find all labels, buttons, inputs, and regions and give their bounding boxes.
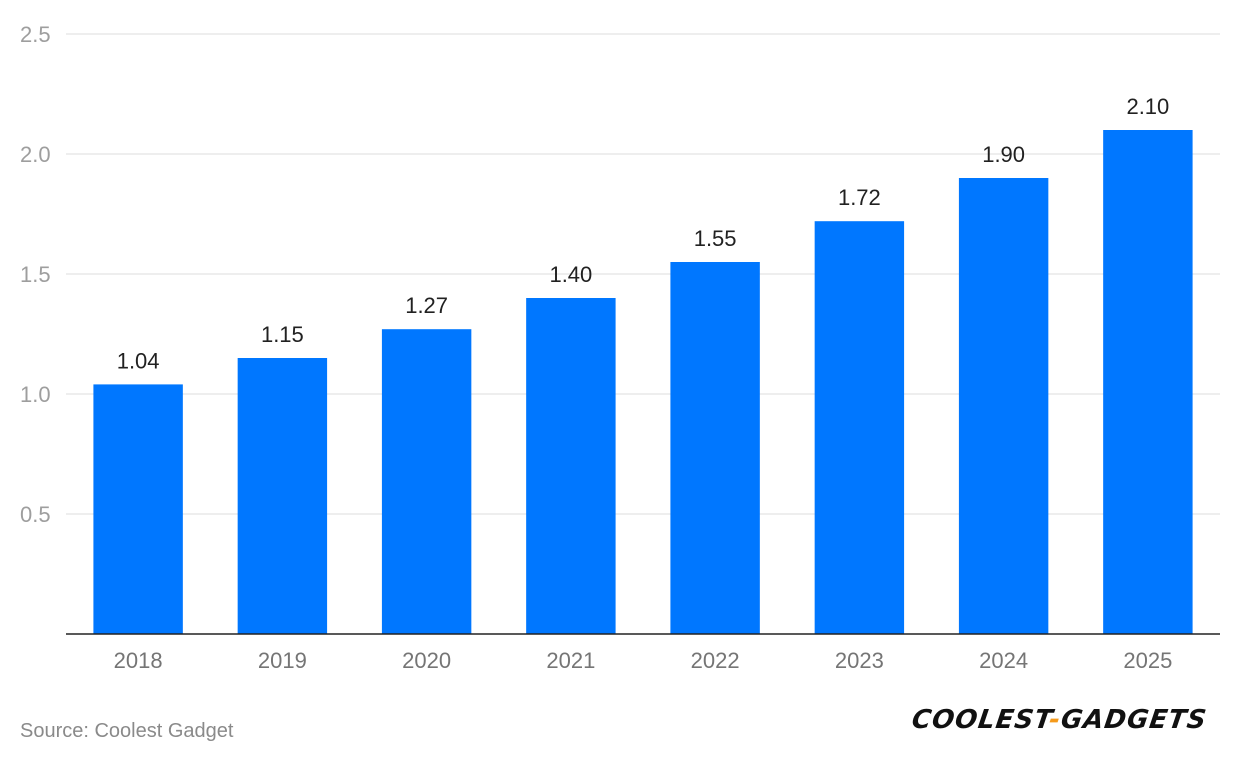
- x-tick-label: 2022: [691, 648, 740, 673]
- data-label: 1.40: [549, 262, 592, 287]
- bars: [93, 130, 1193, 634]
- brand-logo: COOLEST-GADGETS: [910, 705, 1209, 735]
- y-tick-label: 1.5: [20, 262, 51, 287]
- bar: [237, 358, 328, 634]
- data-label: 2.10: [1126, 94, 1169, 119]
- y-tick-label: 0.5: [20, 502, 51, 527]
- bar: [1103, 130, 1193, 634]
- bar: [814, 221, 905, 634]
- logo-text-left: COOLEST: [909, 705, 1052, 735]
- logo-text-right: GADGETS: [1058, 705, 1209, 735]
- x-axis-ticks: 2018 2019 2020 2021 2022 2023 2024 2025: [114, 648, 1173, 673]
- data-label: 1.90: [982, 142, 1025, 167]
- data-label: 1.04: [117, 348, 160, 373]
- bar: [93, 384, 183, 634]
- data-label: 1.72: [838, 185, 881, 210]
- y-tick-label: 1.0: [20, 382, 51, 407]
- y-tick-label: 2.5: [20, 22, 51, 47]
- bar: [670, 262, 760, 634]
- source-note: Source: Coolest Gadget: [20, 720, 234, 742]
- bar: [381, 329, 472, 634]
- bar-chart: 0.5 1.0 1.5 2.0 2.5 1.04 1.15 1.27 1.40 1.55 1.72…: [20, 22, 1220, 673]
- y-axis-ticks: 0.5 1.0 1.5 2.0 2.5: [20, 22, 51, 527]
- bar: [526, 298, 616, 634]
- x-tick-label: 2020: [402, 648, 451, 673]
- data-label: 1.55: [694, 226, 737, 251]
- x-tick-label: 2021: [546, 648, 595, 673]
- data-label: 1.15: [261, 322, 304, 347]
- x-tick-label: 2019: [258, 648, 307, 673]
- x-tick-label: 2024: [979, 648, 1028, 673]
- x-tick-label: 2025: [1123, 648, 1172, 673]
- x-tick-label: 2018: [114, 648, 163, 673]
- y-tick-label: 2.0: [20, 142, 51, 167]
- data-label: 1.27: [405, 293, 448, 318]
- x-tick-label: 2023: [835, 648, 884, 673]
- data-labels: 1.04 1.15 1.27 1.40 1.55 1.72 1.90 2.10: [117, 94, 1170, 373]
- bar: [958, 178, 1049, 634]
